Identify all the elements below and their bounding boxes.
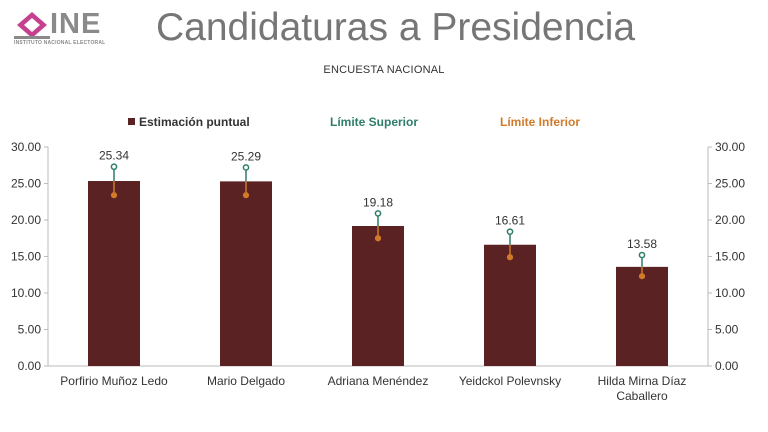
upper-limit-marker xyxy=(374,210,382,217)
x-tick-label: Mario Delgado xyxy=(207,374,285,388)
y-tick-label-left: 25.00 xyxy=(11,177,41,191)
lower-limit-marker xyxy=(110,192,118,199)
lower-limit-marker xyxy=(638,273,646,280)
y-tick-label-left: 10.00 xyxy=(11,286,41,300)
x-tick-label-line: Mario Delgado xyxy=(207,374,285,388)
x-tick-label: Hilda Mirna Díaz Caballero xyxy=(598,374,687,403)
x-tick-label-line: Adriana Menéndez xyxy=(328,374,429,388)
y-tick-label-right: 15.00 xyxy=(715,250,745,264)
data-label: 13.58 xyxy=(627,237,657,251)
page-title: Candidaturas a Presidencia xyxy=(156,6,636,49)
y-tick-label-right: 10.00 xyxy=(715,286,745,300)
bar xyxy=(220,181,272,366)
x-tick-label: Adriana Menéndez xyxy=(328,374,429,388)
data-label: 25.34 xyxy=(99,149,129,163)
legend-swatch-estimacion xyxy=(128,118,135,125)
upper-limit-marker xyxy=(242,164,250,171)
y-tick-label-right: 30.00 xyxy=(715,140,745,154)
legend-label-limite-superior: Límite Superior xyxy=(330,115,418,129)
y-tick-label-left: 0.00 xyxy=(18,359,42,373)
logo-subtitle: INSTITUTO NACIONAL ELECTORAL xyxy=(14,40,106,46)
y-tick-label-right: 20.00 xyxy=(715,213,745,227)
data-label: 19.18 xyxy=(363,195,393,209)
upper-limit-marker xyxy=(110,163,118,171)
data-label: 16.61 xyxy=(495,214,525,228)
bar xyxy=(352,225,404,366)
ine-logo: INE INSTITUTO NACIONAL ELECTORAL xyxy=(14,8,126,46)
y-tick-label-left: 30.00 xyxy=(11,140,41,154)
lower-limit-marker xyxy=(506,254,514,261)
bar xyxy=(484,244,536,366)
bar xyxy=(88,181,140,366)
lower-limit-marker xyxy=(374,235,382,242)
y-tick-label-right: 5.00 xyxy=(715,323,739,337)
x-tick-label: Yeidckol Polevnsky xyxy=(459,374,561,388)
x-tick-label-line: Porfirio Muñoz Ledo xyxy=(60,374,168,388)
upper-limit-marker xyxy=(506,228,514,236)
x-tick-label-line: Caballero xyxy=(616,389,668,403)
logo-word: INE xyxy=(50,8,102,40)
y-tick-label-left: 5.00 xyxy=(18,323,42,337)
bar xyxy=(616,266,668,366)
x-tick-label: Porfirio Muñoz Ledo xyxy=(60,374,168,388)
data-label: 25.29 xyxy=(231,149,261,163)
y-tick-label-right: 0.00 xyxy=(715,359,739,373)
x-tick-label-line: Yeidckol Polevnsky xyxy=(459,374,561,388)
lower-limit-marker xyxy=(242,192,250,199)
legend-label-estimacion: Estimación puntual xyxy=(139,115,250,129)
y-tick-label-right: 25.00 xyxy=(715,177,745,191)
y-tick-label-left: 20.00 xyxy=(11,213,41,227)
x-tick-label-line: Hilda Mirna Díaz xyxy=(598,374,687,388)
y-tick-label-left: 15.00 xyxy=(11,250,41,264)
legend-label-limite-inferior: Límite Inferior xyxy=(500,115,580,129)
upper-limit-marker xyxy=(638,251,646,259)
ine-logo-icon xyxy=(14,12,50,39)
chart-subtitle: ENCUESTA NACIONAL xyxy=(323,64,445,76)
